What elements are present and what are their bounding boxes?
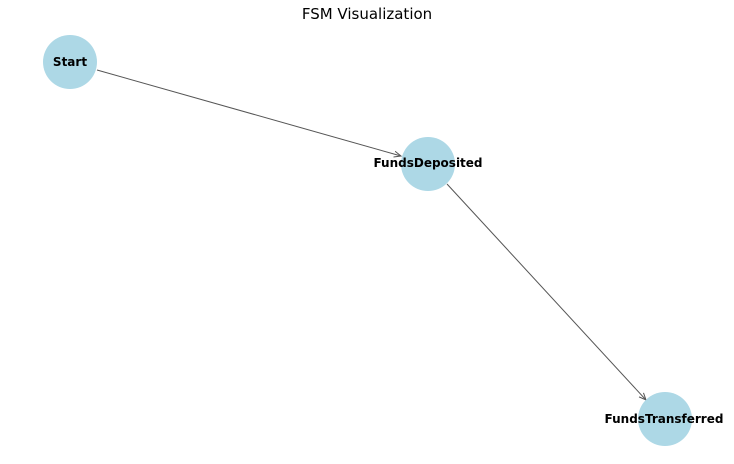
node-start-label: Start xyxy=(53,55,87,69)
node-funds-deposited: FundsDeposited xyxy=(373,137,483,191)
edges-layer xyxy=(96,69,646,400)
node-funds-transferred-label: FundsTransferred xyxy=(605,412,724,426)
node-funds-transferred-circle xyxy=(638,392,692,446)
node-funds-transferred: FundsTransferred xyxy=(605,392,724,446)
node-funds-deposited-circle xyxy=(401,137,455,191)
diagram-title: FSM Visualization xyxy=(301,5,433,23)
node-funds-deposited-label: FundsDeposited xyxy=(373,156,482,170)
edge-funds-deposited-to-funds-transferred xyxy=(446,183,646,400)
node-start-circle xyxy=(43,35,97,89)
edge-start-to-funds-deposited xyxy=(96,69,401,156)
nodes-layer: Start FundsDeposited FundsTransferred xyxy=(43,35,723,446)
node-start: Start xyxy=(43,35,97,89)
